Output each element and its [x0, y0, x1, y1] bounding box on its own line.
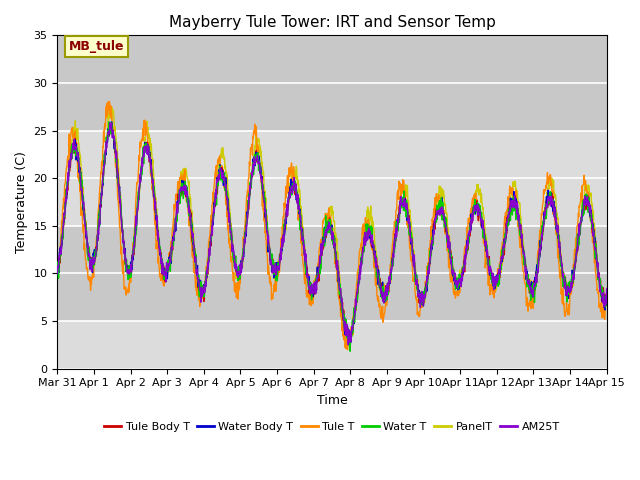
- Bar: [58, 36, 607, 83]
- Bar: [58, 131, 607, 178]
- Y-axis label: Temperature (C): Temperature (C): [15, 151, 28, 253]
- Title: Mayberry Tule Tower: IRT and Sensor Temp: Mayberry Tule Tower: IRT and Sensor Temp: [168, 15, 495, 30]
- Bar: [58, 226, 607, 273]
- Bar: [58, 83, 607, 131]
- Text: MB_tule: MB_tule: [68, 40, 124, 53]
- Bar: [58, 321, 607, 369]
- Bar: [58, 273, 607, 321]
- Bar: [58, 178, 607, 226]
- Legend: Tule Body T, Water Body T, Tule T, Water T, PanelT, AM25T: Tule Body T, Water Body T, Tule T, Water…: [100, 418, 564, 436]
- X-axis label: Time: Time: [317, 394, 348, 407]
